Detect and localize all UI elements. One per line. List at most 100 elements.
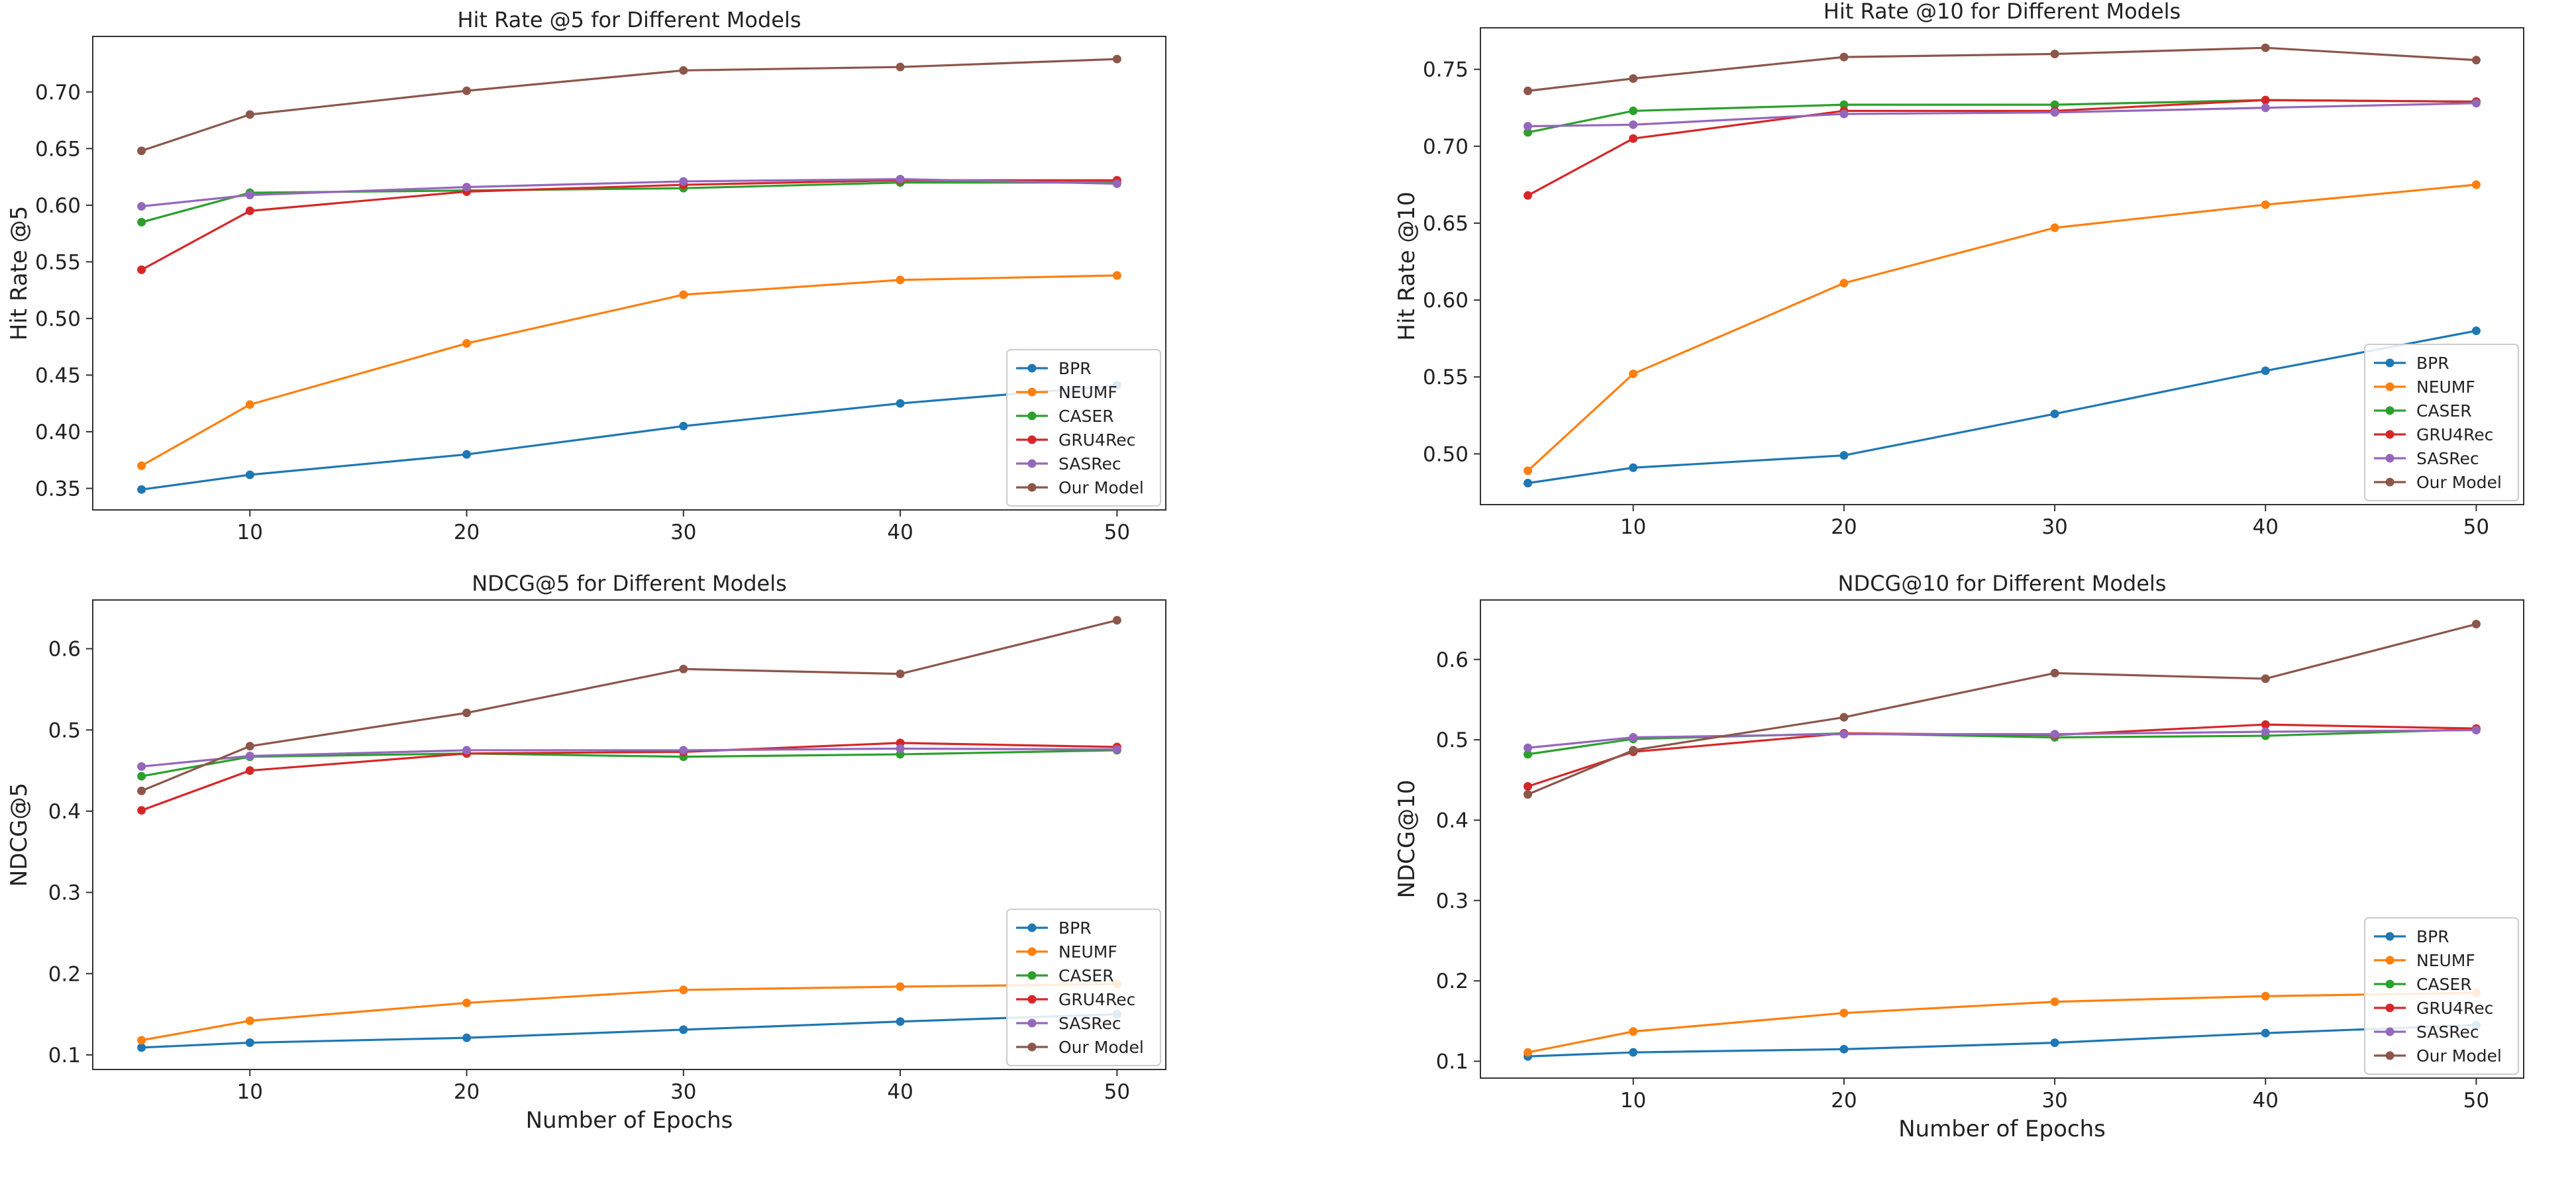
- series-line-neumf: [1527, 183, 2477, 472]
- y-tick-label: 0.4: [1436, 809, 1468, 832]
- series-line-neumf: [141, 983, 1117, 1042]
- series-line-bpr: [141, 384, 1117, 491]
- legend-item-neumf: NEUMF: [1016, 383, 1117, 402]
- y-tick-label: 0.65: [1423, 212, 1468, 236]
- data-point: [137, 771, 146, 781]
- data-point: [2050, 730, 2059, 739]
- series-line-neumf: [1527, 991, 2477, 1054]
- data-point: [2050, 1038, 2059, 1048]
- data-point: [462, 709, 472, 718]
- data-point: [679, 290, 688, 299]
- x-tick-label: 50: [2463, 1089, 2489, 1113]
- data-point: [1112, 271, 1121, 280]
- series-bpr: [137, 1010, 1121, 1052]
- data-point: [679, 664, 688, 673]
- series-sasrec: [137, 175, 1121, 211]
- data-point: [137, 806, 146, 815]
- legend-marker: [2385, 430, 2395, 439]
- data-point: [462, 183, 472, 191]
- series-line-caser: [141, 749, 1117, 777]
- legend-label: NEUMF: [2416, 951, 2475, 970]
- legend-marker: [2385, 1027, 2395, 1036]
- series-line-sasrec: [1527, 728, 2477, 749]
- legend-item-neumf: NEUMF: [1016, 942, 1117, 962]
- series-line-sasrec: [141, 177, 1117, 208]
- data-point: [462, 339, 472, 348]
- data-point: [2261, 1028, 2270, 1038]
- data-point: [2050, 100, 2059, 109]
- plot-frame: [92, 599, 1166, 1070]
- legend-label: Our Model: [2416, 1046, 2502, 1066]
- x-axis-label: Number of Epochs: [1898, 1116, 2106, 1142]
- legend-label: BPR: [1058, 919, 1092, 938]
- legend-item-our-model: Our Model: [1016, 478, 1144, 497]
- data-point: [1523, 750, 1533, 759]
- x-tick-label: 10: [1620, 1089, 1646, 1113]
- legend-marker: [2385, 454, 2395, 463]
- data-point: [2261, 674, 2270, 683]
- legend-marker: [1027, 1018, 1037, 1028]
- legend-item-sasrec: SASRec: [1016, 454, 1121, 473]
- data-point: [1839, 279, 1849, 288]
- data-point: [1839, 52, 1849, 62]
- x-tick-label: 40: [887, 521, 913, 544]
- legend-marker: [1027, 459, 1037, 468]
- series-line-gru4rec: [141, 742, 1117, 812]
- data-point: [1629, 746, 1638, 755]
- y-tick-label: 0.2: [1436, 969, 1468, 993]
- legend-box: [1006, 909, 1161, 1066]
- legend-box: [2364, 917, 2519, 1075]
- legend-marker: [2385, 358, 2395, 368]
- legend-marker: [1027, 1042, 1037, 1052]
- legend-item-bpr: BPR: [1016, 359, 1092, 378]
- y-tick-label: 0.50: [35, 307, 81, 331]
- series-neumf: [1523, 988, 2481, 1057]
- data-point: [137, 762, 146, 771]
- plot-frame: [1480, 599, 2524, 1079]
- legend-label: SASRec: [1058, 1014, 1121, 1033]
- legend-item-bpr: BPR: [2374, 354, 2449, 373]
- legend-item-bpr: BPR: [1016, 919, 1092, 938]
- data-point: [1839, 109, 1849, 119]
- y-tick-label: 0.45: [35, 364, 81, 387]
- y-tick-label: 0.2: [48, 962, 81, 986]
- series-line-gru4rec: [1527, 99, 2477, 197]
- data-point: [896, 744, 905, 753]
- data-point: [2050, 223, 2059, 232]
- legend: BPR NEUMF CASER GRU4Rec SASRec Our Model: [2364, 344, 2519, 501]
- data-point: [462, 1033, 472, 1042]
- y-tick-label: 0.70: [1423, 135, 1468, 159]
- y-tick-label: 0.1: [1436, 1050, 1468, 1074]
- data-point: [1523, 743, 1533, 752]
- data-point: [1629, 1027, 1638, 1036]
- series-line-caser: [1527, 99, 2477, 134]
- legend-label: GRU4Rec: [2416, 999, 2493, 1018]
- data-point: [2261, 95, 2270, 105]
- y-tick-label: 0.60: [1423, 289, 1468, 313]
- data-point: [1523, 466, 1533, 475]
- legend-label: NEUMF: [1058, 942, 1117, 962]
- data-point: [245, 206, 254, 215]
- legend-marker: [1027, 411, 1037, 421]
- series-our-model: [1523, 619, 2481, 799]
- legend-label: Our Model: [1058, 1038, 1144, 1057]
- series-line-bpr: [1527, 329, 2477, 485]
- data-point: [896, 670, 905, 679]
- legend-item-caser: CASER: [2374, 401, 2472, 421]
- legend-item-gru4rec: GRU4Rec: [2374, 425, 2493, 444]
- legend-item-neumf: NEUMF: [2374, 377, 2475, 397]
- data-point: [2471, 56, 2481, 65]
- y-axis-label: Hit Rate @5: [6, 206, 32, 341]
- legend-marker: [2385, 406, 2395, 415]
- data-point: [245, 190, 254, 199]
- series-line-bpr: [1527, 1024, 2477, 1058]
- legend-box: [1006, 349, 1161, 507]
- legend-label: GRU4Rec: [1058, 430, 1135, 450]
- data-point: [245, 110, 254, 119]
- data-point: [1839, 1044, 1849, 1054]
- series-line-neumf: [140, 274, 1117, 467]
- data-point: [2471, 180, 2481, 189]
- data-point: [1523, 128, 1533, 137]
- legend-marker: [1027, 947, 1037, 956]
